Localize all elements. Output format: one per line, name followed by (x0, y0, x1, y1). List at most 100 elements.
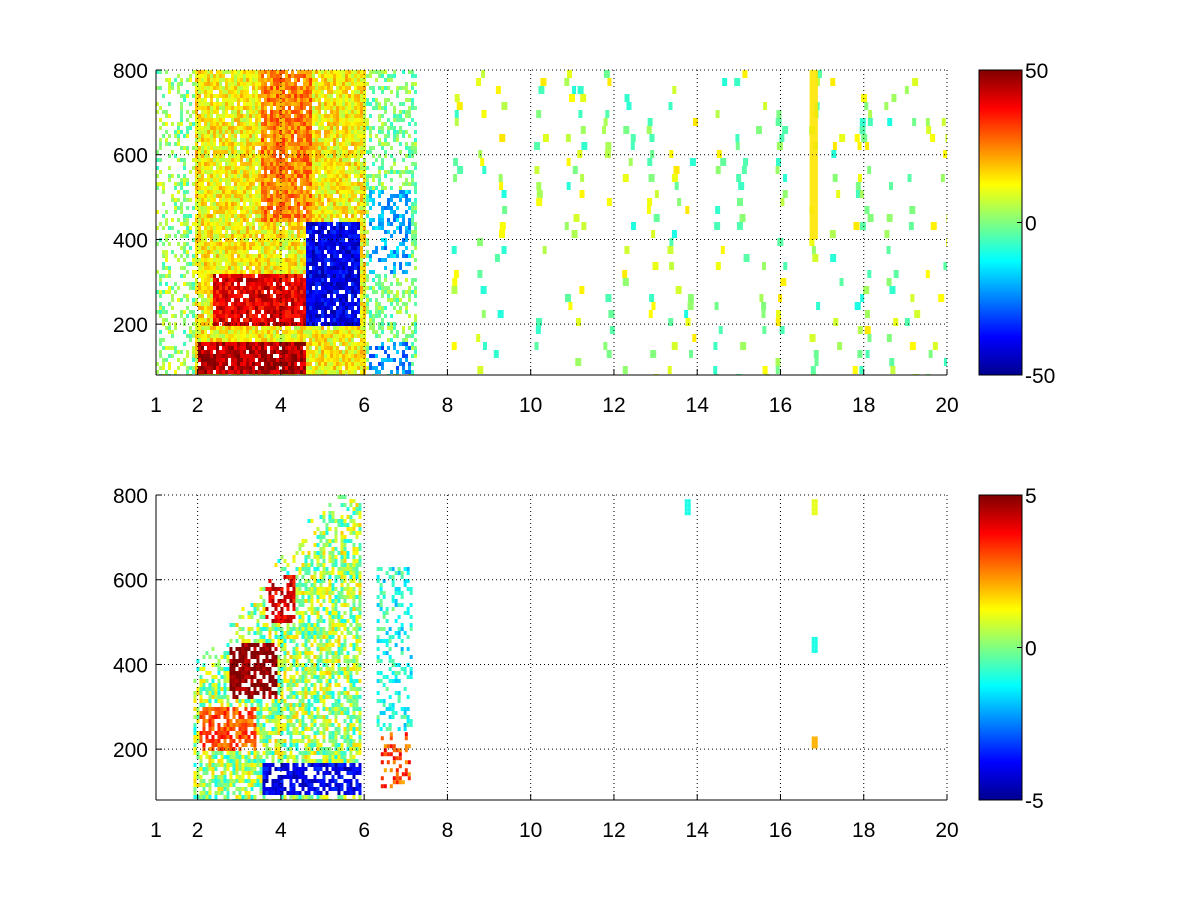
heatmap-cell (411, 254, 414, 258)
heatmap-cell (234, 266, 237, 270)
heatmap-cell (180, 114, 183, 118)
heatmap-cell (351, 294, 354, 298)
heatmap-cell (243, 318, 246, 322)
heatmap-cell (285, 158, 288, 162)
heatmap-cell (306, 110, 309, 114)
heatmap-cell (324, 310, 327, 314)
heatmap-cell (360, 198, 363, 202)
heatmap-cell (171, 86, 174, 90)
heatmap-cell (393, 346, 396, 350)
heatmap-cell (282, 166, 285, 170)
heatmap-cell (327, 198, 330, 202)
heatmap-cell (192, 262, 195, 266)
heatmap-cell (213, 342, 216, 346)
heatmap-cell (246, 170, 249, 174)
heatmap-cell (324, 242, 327, 246)
heatmap-cell (348, 82, 351, 86)
heatmap-cell (267, 94, 270, 98)
heatmap-cell (303, 358, 306, 362)
heatmap-cell (228, 258, 231, 262)
heatmap-cell (282, 370, 285, 374)
heatmap-cell (360, 210, 363, 214)
heatmap-cell (336, 238, 339, 242)
heatmap-cell (345, 298, 348, 302)
heatmap-cell (285, 270, 288, 274)
heatmap-cell (312, 314, 315, 318)
heatmap-cell (273, 90, 276, 94)
heatmap-cell (198, 354, 201, 358)
heatmap-cell (351, 134, 354, 138)
heatmap-cell (246, 310, 249, 314)
heatmap-cell (345, 222, 348, 226)
heatmap-cell (387, 198, 390, 202)
heatmap-cell (402, 326, 405, 330)
heatmap-cell (294, 250, 297, 254)
heatmap-cell (216, 222, 219, 226)
heatmap-cell (273, 254, 276, 258)
heatmap-cell (219, 266, 222, 270)
heatmap-cell (225, 166, 228, 170)
heatmap-cell (393, 134, 396, 138)
heatmap-cell (168, 286, 171, 290)
heatmap-cell (348, 122, 351, 126)
heatmap-cell (222, 134, 225, 138)
heatmap-cell (396, 226, 399, 230)
heatmap-cell (351, 106, 354, 110)
heatmap-cell (384, 110, 387, 114)
heatmap-cell (264, 198, 267, 202)
heatmap-cell (228, 246, 231, 250)
heatmap-cell (402, 70, 405, 74)
heatmap-cell (258, 286, 261, 290)
heatmap-cell (267, 182, 270, 186)
heatmap-cell (300, 202, 303, 206)
heatmap-cell (351, 254, 354, 258)
heatmap-cell (237, 330, 240, 334)
heatmap-cell (381, 186, 384, 190)
heatmap-cell (237, 142, 240, 146)
heatmap-cell (339, 162, 342, 166)
heatmap-cell (165, 266, 168, 270)
heatmap-cell (228, 158, 231, 162)
heatmap-cell (300, 138, 303, 142)
heatmap-cell (297, 142, 300, 146)
heatmap-cell (228, 234, 231, 238)
heatmap-cell (228, 126, 231, 130)
heatmap-cell (240, 118, 243, 122)
heatmap-cell (261, 258, 264, 262)
heatmap-cell (198, 338, 201, 342)
heatmap-cell (291, 146, 294, 150)
heatmap-cell (186, 314, 189, 318)
heatmap-cell (327, 94, 330, 98)
heatmap-cell (294, 114, 297, 118)
heatmap-cell (351, 138, 354, 142)
heatmap-cell (414, 122, 417, 126)
heatmap-cell (234, 202, 237, 206)
heatmap-cell (240, 302, 243, 306)
heatmap-cell (234, 70, 237, 74)
heatmap-cell (360, 234, 363, 238)
heatmap-cell (210, 178, 213, 182)
heatmap-cell (348, 138, 351, 142)
heatmap-cell (312, 238, 315, 242)
heatmap-cell (243, 326, 246, 330)
heatmap-cell (330, 334, 333, 338)
heatmap-cell (294, 278, 297, 282)
heatmap-cell (285, 238, 288, 242)
heatmap-cell (267, 142, 270, 146)
heatmap-cell (225, 238, 228, 242)
heatmap-cell (390, 290, 393, 294)
heatmap-cell (306, 162, 309, 166)
heatmap-cell (333, 286, 336, 290)
heatmap-cell (210, 114, 213, 118)
heatmap-cell (195, 74, 198, 78)
heatmap-cell (303, 318, 306, 322)
heatmap-cell (198, 214, 201, 218)
heatmap-cell (321, 162, 324, 166)
heatmap-cell (189, 126, 192, 130)
heatmap-cell (273, 190, 276, 194)
heatmap-cell (303, 354, 306, 358)
heatmap-cell (375, 306, 378, 310)
heatmap-cell (312, 354, 315, 358)
heatmap-cell (264, 266, 267, 270)
heatmap-cell (210, 222, 213, 226)
